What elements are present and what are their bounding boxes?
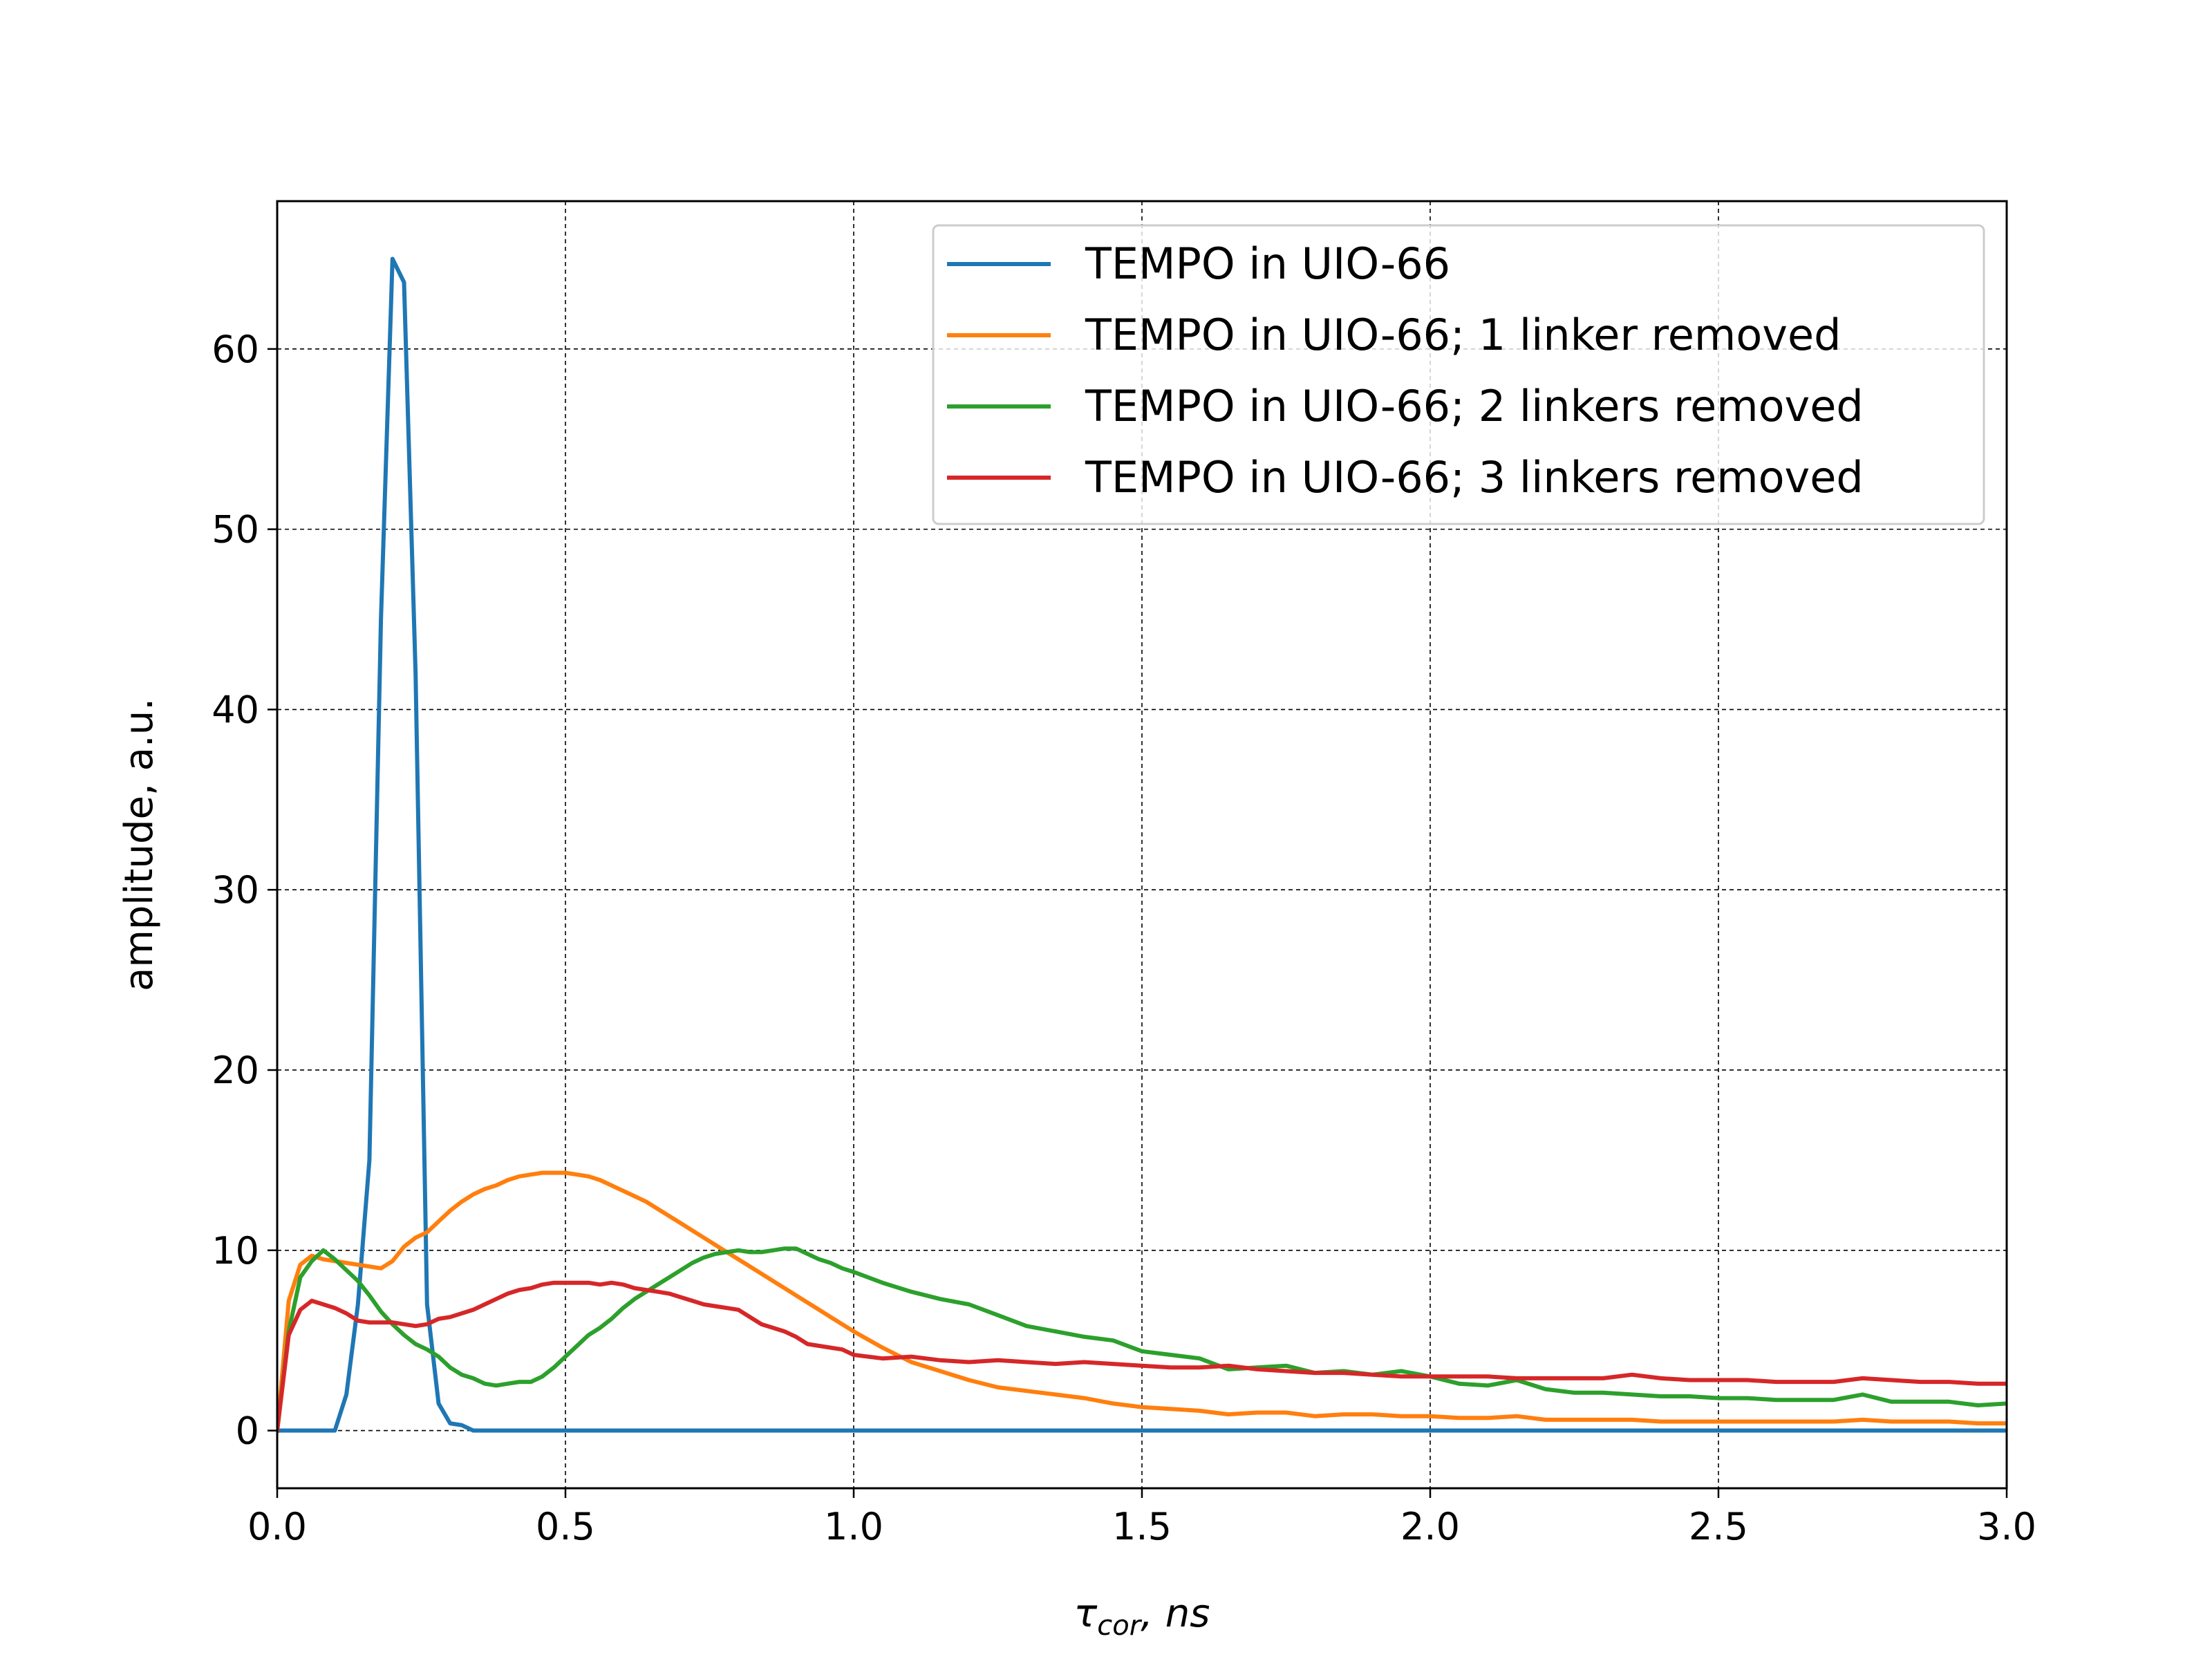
legend-label-3: TEMPO in UIO-66; 2 linkers removed — [1085, 381, 1864, 431]
x-axis-label-symbol: τ — [1074, 1591, 1098, 1636]
x-tick-label: 2.5 — [1689, 1505, 1748, 1548]
legend: TEMPO in UIO-66 TEMPO in UIO-66; 1 linker… — [932, 224, 1985, 525]
x-tick-label: 2.0 — [1400, 1505, 1460, 1548]
y-tick-label: 50 — [212, 508, 259, 552]
y-axis-label: amplitude, a.u. — [117, 698, 162, 991]
plot-area — [277, 256, 2007, 1433]
series-lines — [277, 256, 2007, 1433]
y-tick-label: 30 — [212, 868, 259, 912]
x-tick-label: 0.5 — [536, 1505, 595, 1548]
y-tick-label: 10 — [212, 1229, 259, 1273]
x-axis-label: τcor, ns — [1074, 1591, 1210, 1642]
y-tick-label: 40 — [212, 688, 259, 731]
x-tick-label: 3.0 — [1977, 1505, 2036, 1548]
x-tick-label: 1.0 — [824, 1505, 883, 1548]
y-tick-label: 60 — [212, 328, 259, 371]
legend-label-4: TEMPO in UIO-66; 3 linkers removed — [1085, 452, 1864, 503]
y-tick-label: 20 — [212, 1049, 259, 1092]
legend-box — [932, 224, 1985, 525]
x-tick-label: 1.5 — [1112, 1505, 1172, 1548]
series-line-2 — [277, 1170, 2007, 1433]
x-axis-label-suffix: , ns — [1141, 1591, 1210, 1636]
series-line-4 — [277, 1280, 2007, 1433]
x-axis-label-subscript: cor — [1097, 1610, 1142, 1642]
axis-ticks: 0.0 0.5 1.0 1.5 2.0 2.5 3.0 0 10 20 30 40 50 60 — [212, 328, 2036, 1548]
legend-label-1: TEMPO in UIO-66 — [1085, 238, 1450, 289]
legend-label-2: TEMPO in UIO-66; 1 linker removed — [1085, 310, 1841, 360]
series-line-3 — [277, 1246, 2007, 1433]
series-line-1 — [277, 256, 2007, 1433]
x-tick-label: 0.0 — [247, 1505, 307, 1548]
y-tick-label: 0 — [236, 1409, 259, 1453]
